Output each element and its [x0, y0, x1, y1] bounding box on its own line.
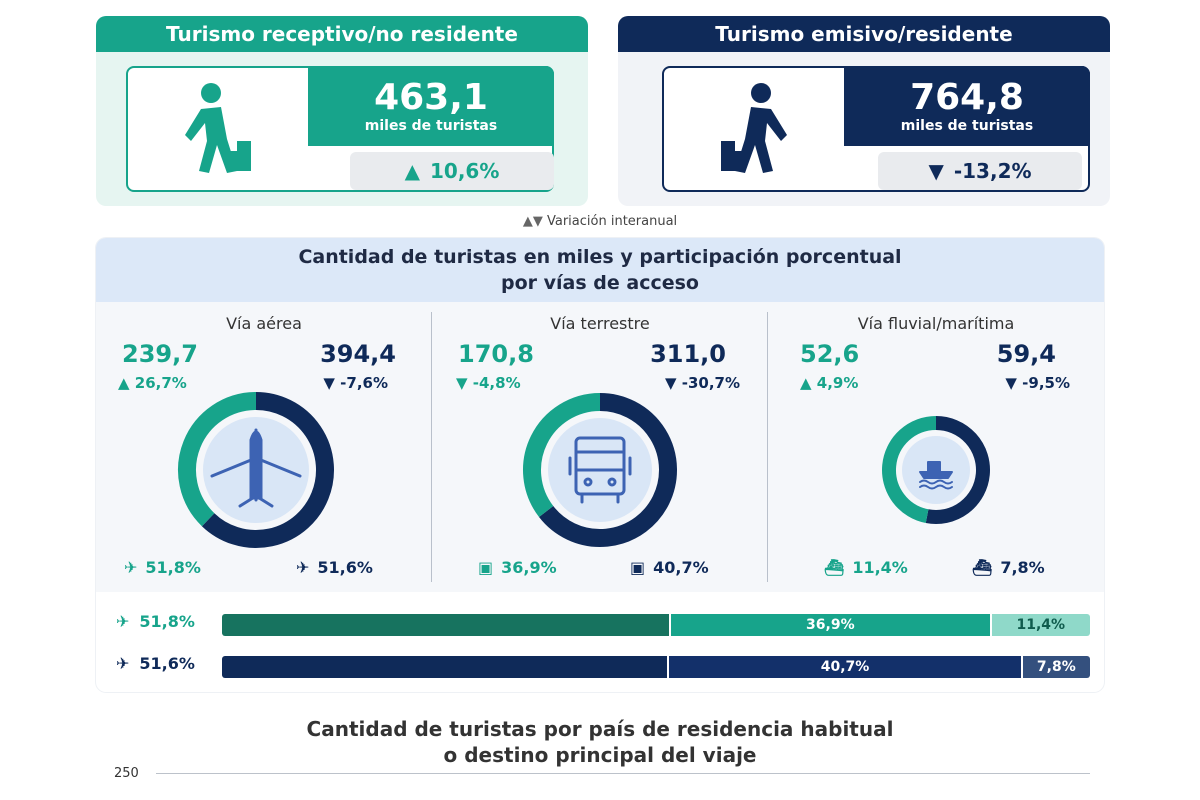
- column-title: Vía fluvial/marítima: [857, 314, 1015, 333]
- country-chart-title: Cantidad de turistas por país de residen…: [0, 716, 1200, 768]
- emissive-variation-value: -13,2%: [953, 159, 1032, 183]
- bar-segment: 7,8%: [1022, 656, 1090, 678]
- bar-row-label: ✈ 51,6%: [116, 654, 195, 673]
- emi-variation: ▼ -30,7%: [664, 374, 740, 392]
- emi-share: ▣ 40,7%: [630, 558, 709, 577]
- emissive-tourism-card: Turismo emisivo/residente 764,8 miles de…: [618, 16, 1110, 206]
- bus-icon: ▣: [478, 558, 494, 577]
- donut-slice-emissive: [539, 393, 677, 547]
- rec-share: ✈ 51,8%: [124, 558, 201, 577]
- ship-icon: ⛴: [972, 558, 993, 577]
- triangle-up-icon: ▲: [118, 374, 135, 392]
- access-panel-title-line1: Cantidad de turistas en miles y particip…: [298, 246, 902, 268]
- bar-segment: [222, 656, 668, 678]
- triangle-down-icon: ▼: [456, 374, 473, 392]
- donut-slice-emissive: [925, 416, 990, 524]
- receptive-share-bar-row: ✈ 51,8% 36,9% 11,4%: [96, 612, 1104, 636]
- variation-legend-text: Variación interanual: [546, 214, 678, 229]
- bar-segment: 40,7%: [669, 656, 1021, 678]
- receptive-stat-frame: 463,1 miles de turistas: [126, 66, 554, 192]
- emissive-share-bar-row: ✈ 51,6% 40,7% 7,8%: [96, 654, 1104, 678]
- walking-person-luggage-icon: [128, 68, 308, 190]
- bar-row-label: ✈ 51,8%: [116, 612, 195, 631]
- receptive-unit: miles de turistas: [364, 118, 498, 134]
- column-land: Vía terrestre 170,8 311,0 ▼ -4,8% ▼ -30,…: [432, 302, 768, 592]
- column-title: Vía terrestre: [550, 314, 650, 333]
- receptive-tourism-title: Turismo receptivo/no residente: [96, 16, 588, 52]
- y-axis-tick-label: 250: [114, 766, 139, 781]
- emi-share: ⛴ 7,8%: [972, 558, 1045, 577]
- emissive-stat: 764,8 miles de turistas: [844, 66, 1090, 146]
- column-river-sea: Vía fluvial/marítima 52,6 59,4 ▲ 4,9% ▼ …: [768, 302, 1104, 592]
- variation-legend: ▲▼ Variación interanual: [0, 214, 1200, 229]
- donut-slice-receptive: [882, 416, 937, 524]
- emi-value: 394,4: [320, 340, 396, 368]
- rec-share: ⛴ 11,4%: [824, 558, 908, 577]
- bus-icon: [568, 436, 632, 504]
- receptive-variation-value: 10,6%: [430, 159, 500, 183]
- emi-value: 311,0: [650, 340, 726, 368]
- emissive-value: 764,8: [910, 77, 1024, 118]
- walking-person-luggage-icon: [664, 68, 844, 190]
- receptive-value: 463,1: [374, 77, 488, 118]
- country-chart-title-line1: Cantidad de turistas por país de residen…: [306, 717, 894, 741]
- bar-segment: 36,9%: [671, 614, 990, 636]
- land-donut-chart: [523, 393, 677, 547]
- country-chart-title-line2: o destino principal del viaje: [443, 743, 757, 767]
- column-title: Vía aérea: [226, 314, 302, 333]
- emi-variation: ▼ -9,5%: [1005, 374, 1070, 392]
- airplane-icon: ✈: [116, 654, 130, 673]
- triangle-down-icon: ▼: [928, 159, 944, 183]
- airplane-icon: ✈: [116, 612, 130, 631]
- donut-slice-receptive: [178, 392, 257, 527]
- airplane-icon: ✈: [296, 558, 310, 577]
- river-sea-donut-chart: [882, 416, 990, 524]
- access-routes-panel: Cantidad de turistas en miles y particip…: [96, 238, 1104, 692]
- emissive-share-bar: 40,7% 7,8%: [222, 656, 1090, 678]
- receptive-variation: ▲ 10,6%: [350, 152, 554, 190]
- donut-slice-receptive: [523, 393, 601, 517]
- rec-variation: ▼ -4,8%: [456, 374, 521, 392]
- emissive-unit: miles de turistas: [900, 118, 1034, 134]
- donut-slice-emissive: [201, 392, 334, 548]
- bar-segment: [222, 614, 670, 636]
- air-donut-chart: [178, 392, 334, 548]
- receptive-tourism-card: Turismo receptivo/no residente 463,1 mil…: [96, 16, 588, 206]
- rec-variation: ▲ 26,7%: [118, 374, 187, 392]
- triangle-down-icon: ▼: [323, 374, 341, 392]
- access-panel-title-line2: por vías de acceso: [501, 272, 699, 294]
- rec-value: 239,7: [122, 340, 198, 368]
- column-air: Vía aérea 239,7 394,4 ▲ 26,7% ▼ -7,6% ✈ 5…: [96, 302, 432, 592]
- rec-share: ▣ 36,9%: [478, 558, 557, 577]
- bar-segment: 11,4%: [991, 614, 1090, 636]
- column-separator: [767, 312, 768, 582]
- receptive-share-bar: 36,9% 11,4%: [222, 614, 1090, 636]
- column-separator: [431, 312, 432, 582]
- triangle-up-icon: ▲: [404, 159, 420, 183]
- triangle-up-down-icon: ▲▼: [522, 214, 543, 229]
- emissive-stat-frame: 764,8 miles de turistas: [662, 66, 1090, 192]
- airplane-icon: [210, 428, 302, 508]
- access-panel-title: Cantidad de turistas en miles y particip…: [96, 238, 1104, 302]
- ship-icon: ⛴: [824, 558, 845, 577]
- emi-share: ✈ 51,6%: [296, 558, 373, 577]
- rec-variation: ▲ 4,9%: [800, 374, 859, 392]
- airplane-icon: ✈: [124, 558, 138, 577]
- gridline: [156, 773, 1090, 774]
- triangle-up-icon: ▲: [800, 374, 817, 392]
- triangle-down-icon: ▼: [1005, 374, 1023, 392]
- emissive-variation: ▼ -13,2%: [878, 152, 1082, 190]
- access-columns: Vía aérea 239,7 394,4 ▲ 26,7% ▼ -7,6% ✈ 5…: [96, 302, 1104, 592]
- triangle-down-icon: ▼: [664, 374, 682, 392]
- emi-value: 59,4: [996, 340, 1056, 368]
- rec-value: 52,6: [800, 340, 860, 368]
- emissive-tourism-title: Turismo emisivo/residente: [618, 16, 1110, 52]
- bus-icon: ▣: [630, 558, 646, 577]
- ship-icon: [919, 461, 953, 490]
- emi-variation: ▼ -7,6%: [323, 374, 388, 392]
- receptive-stat: 463,1 miles de turistas: [308, 66, 554, 146]
- rec-value: 170,8: [458, 340, 534, 368]
